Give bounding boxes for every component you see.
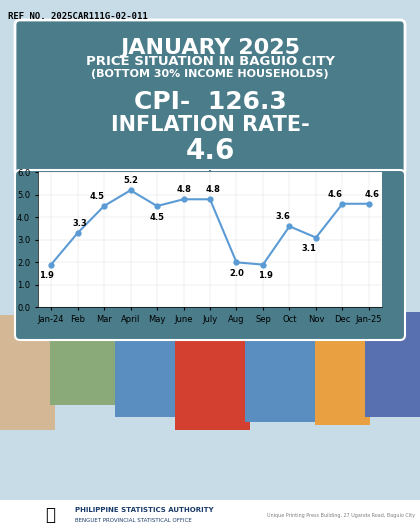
Text: 4.5: 4.5	[89, 192, 105, 201]
Text: REF NO. 2025CAR111G-02-011: REF NO. 2025CAR111G-02-011	[8, 12, 148, 21]
Text: PRICE SITUATION IN BAGUIO CITY: PRICE SITUATION IN BAGUIO CITY	[86, 55, 334, 68]
Text: 3.1: 3.1	[302, 244, 316, 253]
Text: 3.6: 3.6	[275, 213, 290, 222]
Bar	[175, 315, 250, 430]
Text: 2.0: 2.0	[229, 269, 244, 278]
Text: 🌐: 🌐	[45, 506, 55, 524]
Bar	[0, 385, 420, 400]
Text: Jan 2024- Jan 2025: Jan 2024- Jan 2025	[144, 193, 276, 206]
Bar	[0, 330, 420, 390]
Bar	[0, 315, 55, 430]
Text: 1.9: 1.9	[39, 271, 54, 280]
Text: 3.3: 3.3	[73, 219, 88, 228]
Text: 1.9: 1.9	[258, 271, 273, 280]
Bar	[365, 312, 420, 417]
Text: 4.6: 4.6	[328, 190, 343, 199]
Text: 5.2: 5.2	[123, 176, 138, 186]
Text: INFLATION RATE-: INFLATION RATE-	[110, 115, 310, 135]
Text: JANUARY 2025: JANUARY 2025	[120, 38, 300, 58]
Bar	[115, 312, 180, 417]
FancyBboxPatch shape	[15, 20, 405, 175]
Text: Inflation Rates, All Items:: Inflation Rates, All Items:	[120, 181, 300, 194]
Text: CPI-  126.3: CPI- 126.3	[134, 90, 286, 114]
Text: 4.6: 4.6	[185, 137, 235, 165]
Text: (BOTTOM 30% INCOME HOUSEHOLDS): (BOTTOM 30% INCOME HOUSEHOLDS)	[91, 69, 329, 79]
Text: 4.8: 4.8	[176, 186, 191, 195]
Text: BENGUET PROVINCIAL STATISTICAL OFFICE: BENGUET PROVINCIAL STATISTICAL OFFICE	[75, 517, 192, 523]
Text: 4.6: 4.6	[364, 190, 379, 199]
Bar	[315, 315, 370, 425]
FancyBboxPatch shape	[15, 170, 405, 340]
Bar	[50, 305, 120, 405]
Text: 4.8: 4.8	[205, 186, 220, 195]
Bar	[245, 312, 320, 422]
Text: 4.5: 4.5	[150, 213, 165, 222]
Text: PHILIPPINE STATISTICS AUTHORITY: PHILIPPINE STATISTICS AUTHORITY	[75, 507, 214, 513]
Text: Unique Printing Press Building, 27 Uganda Road, Baguio City: Unique Printing Press Building, 27 Ugand…	[267, 513, 415, 517]
Bar	[0, 500, 420, 530]
